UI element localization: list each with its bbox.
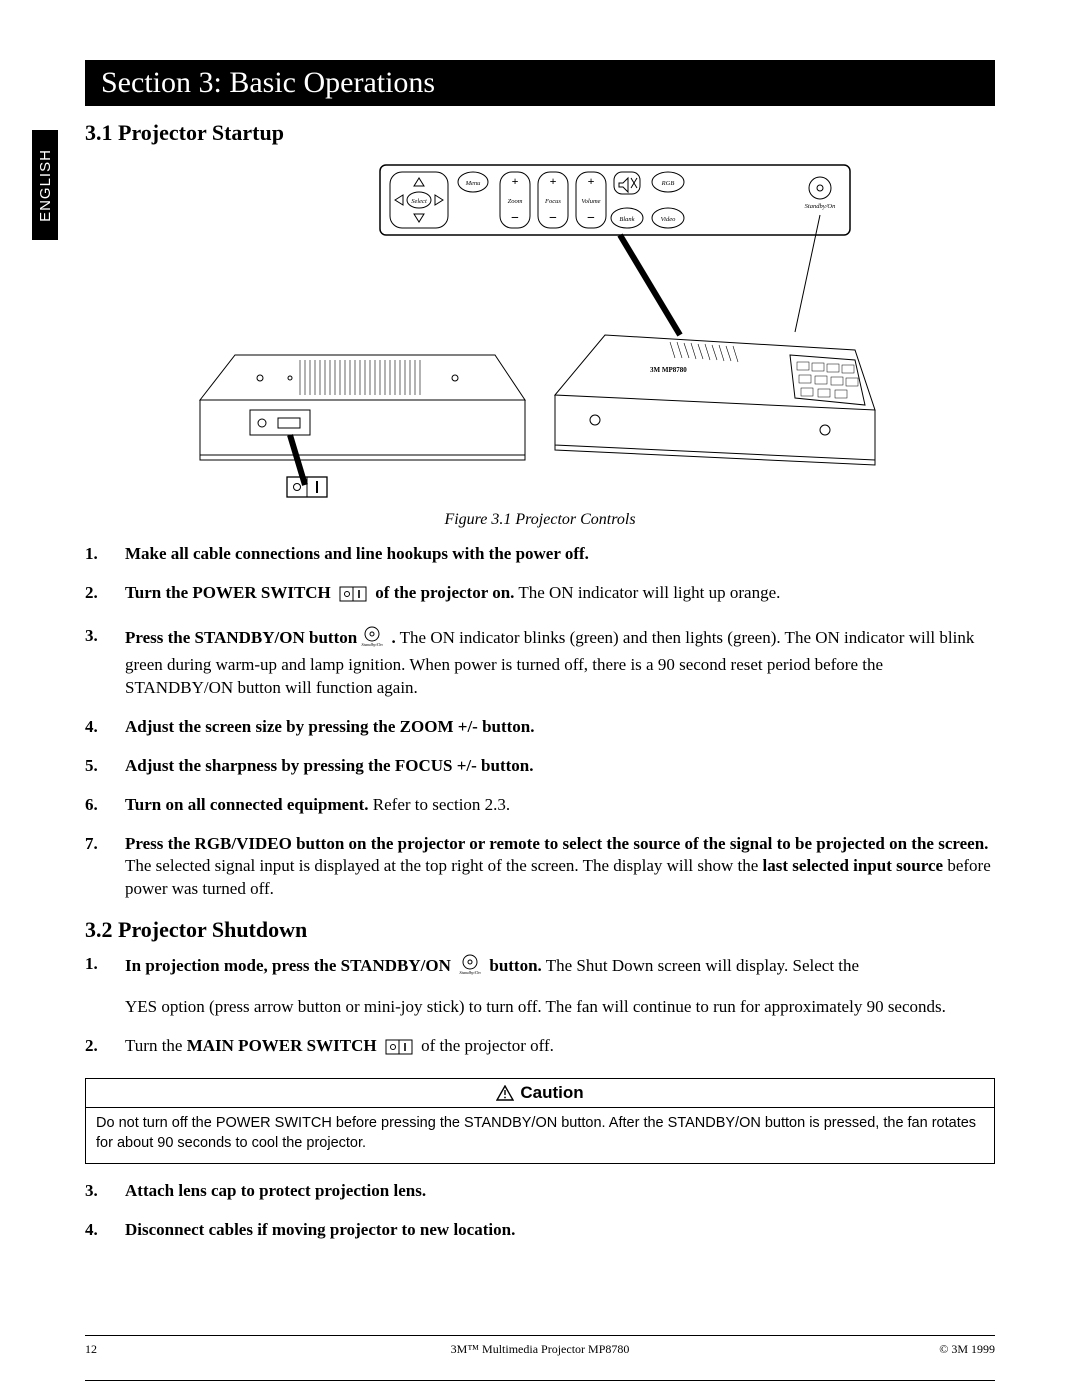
power-switch-icon — [339, 586, 367, 609]
svg-text:−: − — [549, 211, 557, 226]
step-text: Press the RGB/VIDEO button on the projec… — [125, 833, 995, 902]
step-number: 6. — [85, 794, 103, 817]
page-footer: 12 3M™ Multimedia Projector MP8780 © 3M … — [85, 1335, 995, 1357]
footer-center: 3M™ Multimedia Projector MP8780 — [85, 1342, 995, 1357]
svg-text:Zoom: Zoom — [508, 198, 523, 205]
svg-text:+: + — [550, 174, 557, 188]
subsection-3-2: 3.2 Projector Shutdown — [85, 917, 995, 943]
step-number: 1. — [85, 543, 103, 566]
svg-text:Menu: Menu — [465, 180, 482, 187]
figure-projector-controls: Select Menu + − Zoom + − Focus + − Volu — [85, 160, 995, 529]
step-number: 3. — [85, 1180, 103, 1203]
svg-text:3M MP8780: 3M MP8780 — [650, 366, 687, 374]
svg-text:−: − — [587, 211, 595, 226]
step-text: Adjust the screen size by pressing the Z… — [125, 716, 995, 739]
svg-text:+: + — [512, 174, 519, 188]
caution-body: Do not turn off the POWER SWITCH before … — [86, 1108, 994, 1163]
step-text: Press the STANDBY/ON button Standby/On .… — [125, 625, 995, 700]
document-page: ENGLISH Section 3: Basic Operations 3.1 … — [0, 0, 1080, 1397]
section-heading: Section 3: Basic Operations — [85, 60, 995, 106]
step-number: 4. — [85, 716, 103, 739]
svg-text:−: − — [511, 211, 519, 226]
svg-text:Standby/On: Standby/On — [459, 970, 481, 975]
caution-title: Caution — [86, 1079, 994, 1108]
svg-text:Volume: Volume — [581, 198, 600, 205]
step-number: 5. — [85, 755, 103, 778]
caution-box: Caution Do not turn off the POWER SWITCH… — [85, 1078, 995, 1164]
step-number: 3. — [85, 625, 103, 700]
step-text: In projection mode, press the STANDBY/ON… — [125, 953, 995, 1019]
step-text: Turn on all connected equipment. Refer t… — [125, 794, 995, 817]
svg-text:Select: Select — [411, 198, 427, 205]
projector-controls-diagram: Select Menu + − Zoom + − Focus + − Volu — [190, 160, 890, 500]
figure-caption: Figure 3.1 Projector Controls — [85, 511, 995, 529]
shutdown-steps-2: 3. Attach lens cap to protect projection… — [85, 1180, 995, 1242]
step-number: 2. — [85, 1035, 103, 1062]
step-text: Make all cable connections and line hook… — [125, 543, 995, 566]
standby-button-icon: Standby/On — [361, 625, 383, 654]
standby-button-icon: Standby/On — [459, 953, 481, 982]
subsection-3-1: 3.1 Projector Startup — [85, 120, 995, 146]
power-switch-icon — [385, 1039, 413, 1062]
startup-steps: 1. Make all cable connections and line h… — [85, 543, 995, 901]
warning-icon — [496, 1085, 514, 1101]
svg-text:Blank: Blank — [619, 216, 634, 223]
svg-text:Focus: Focus — [544, 198, 561, 205]
step-text: Adjust the sharpness by pressing the FOC… — [125, 755, 995, 778]
svg-text:RGB: RGB — [661, 180, 675, 187]
shutdown-steps: 1. In projection mode, press the STANDBY… — [85, 953, 995, 1062]
language-tab: ENGLISH — [32, 130, 58, 240]
step-number: 4. — [85, 1219, 103, 1242]
svg-text:Standby/On: Standby/On — [805, 203, 836, 210]
step-text: Turn the POWER SWITCH of the projector o… — [125, 582, 995, 609]
step-number: 7. — [85, 833, 103, 902]
step-text: Turn the MAIN POWER SWITCH of the projec… — [125, 1035, 995, 1062]
step-text: Disconnect cables if moving projector to… — [125, 1219, 995, 1242]
step-number: 2. — [85, 582, 103, 609]
svg-text:Video: Video — [661, 216, 676, 223]
step-text: Attach lens cap to protect projection le… — [125, 1180, 995, 1203]
footer-rule — [85, 1380, 995, 1381]
language-tab-label: ENGLISH — [37, 149, 54, 222]
svg-text:+: + — [588, 174, 595, 188]
step-number: 1. — [85, 953, 103, 1019]
svg-text:Standby/On: Standby/On — [362, 642, 384, 647]
